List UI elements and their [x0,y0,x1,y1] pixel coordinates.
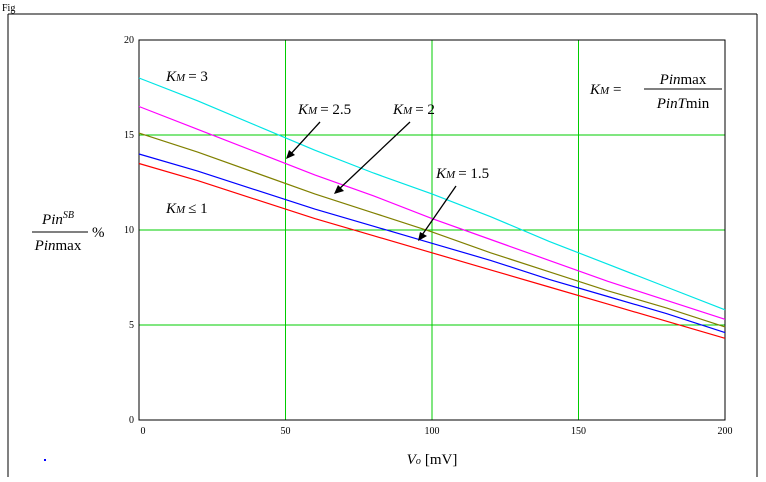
y-label-denominator: Pinmax [34,238,82,254]
series-line-1 [138,105,726,320]
annotation-km25: KM = 2.5 [297,102,351,118]
y-tick-label: 0 [129,415,134,426]
y-tick-label: 15 [124,130,134,141]
y-label-unit: % [92,225,105,241]
series-line-3 [138,153,726,334]
series-line-2 [138,132,726,328]
series-lines [138,77,726,339]
x-tick-label: 200 [718,426,733,437]
series-line-0 [138,77,726,311]
figure-label: Fig [2,3,15,14]
plot-border [138,39,726,421]
y-tick-label: 10 [124,225,134,236]
arrow-km25 [287,121,321,158]
y-tick-labels: 0 5 10 15 20 [124,35,134,426]
x-tick-label: 100 [425,426,440,437]
x-tick-label: 50 [281,426,291,437]
formula-denominator: PinTmin [656,96,710,112]
arrowhead-km15 [418,232,427,241]
y-tick-label: 20 [124,35,134,46]
y-axis-label: PinSB Pinmax % [32,210,105,254]
formula-numerator: Pinmax [659,72,707,88]
grid [138,39,726,421]
y-label-numerator: PinSB [41,210,74,228]
y-tick-label: 5 [129,320,134,331]
arrow-km15 [419,185,457,239]
formula-lhs: KM = [589,82,621,98]
arrowhead-km2 [334,185,344,194]
annotation-km3: KM = 3 [165,69,208,85]
annotation-km1: KM ≤ 1 [165,201,208,217]
x-tick-labels: 0 50 100 150 200 [141,426,733,437]
x-tick-label: 150 [571,426,586,437]
annotation-km15: KM = 1.5 [435,166,489,182]
x-tick-label: 0 [141,426,146,437]
arrow-km2 [336,121,411,192]
arrowhead-km25 [286,150,295,159]
series-line-4 [138,162,726,339]
stray-dot [44,459,46,461]
annotation-km2: KM = 2 [392,102,435,118]
x-axis-label: Vo [mV] [407,452,458,468]
annotations: KM = 3 KM = 2.5 KM = 2 KM = 1.5 KM ≤ 1 [165,69,489,241]
km-formula: KM = Pinmax PinTmin [589,72,722,112]
